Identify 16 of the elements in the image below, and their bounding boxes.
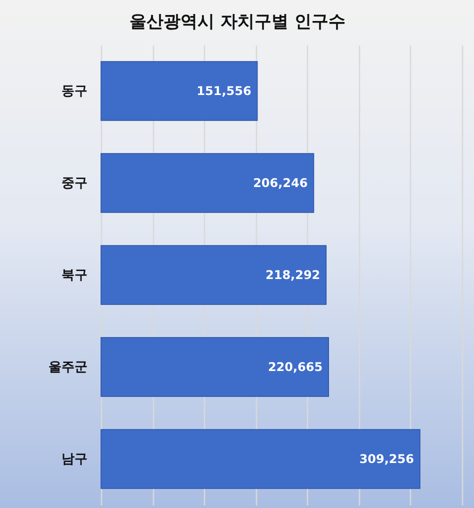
chart-title: 울산광역시 자치구별 인구수 [130, 12, 346, 32]
y-tick-label: 북구 [62, 268, 88, 283]
bar [100, 61, 258, 121]
bar [100, 245, 327, 305]
bar [100, 153, 314, 213]
data-label: 206,246 [253, 176, 308, 190]
data-label: 220,665 [268, 360, 323, 374]
y-tick-label: 동구 [62, 84, 88, 99]
y-tick-label: 울주군 [48, 360, 88, 375]
data-label: 151,556 [196, 84, 252, 98]
bar [100, 337, 329, 397]
bar [100, 429, 420, 489]
y-tick-label: 중구 [62, 176, 88, 191]
data-label: 218,292 [265, 268, 320, 282]
y-tick-label: 남구 [62, 452, 88, 467]
data-label: 309,256 [359, 452, 414, 466]
